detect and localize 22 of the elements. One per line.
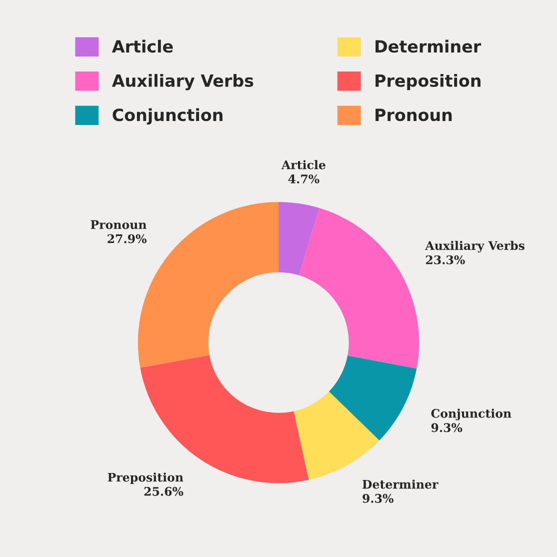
slice-label: Determiner: [362, 480, 438, 489]
legend-label: Article: [112, 40, 173, 53]
slice-label: Conjunction: [431, 408, 512, 420]
slice-label: Article: [281, 160, 326, 170]
slice-label: Pronoun: [90, 220, 147, 230]
data-label: 27.9%: [108, 234, 147, 244]
data-label: 25.6%: [144, 486, 184, 496]
legend-label: Determiner: [376, 40, 482, 53]
donut-slice: [294, 392, 380, 480]
donut-slice: [298, 208, 420, 369]
data-label: 4.7%: [288, 174, 320, 184]
legend-label: Auxiliary Verbs: [112, 74, 254, 90]
slice-label: Auxiliary Verbs: [425, 240, 525, 252]
slice-label: Preposition: [108, 472, 184, 484]
legend-label: Conjunction: [112, 108, 222, 125]
legend-label: Pronoun: [376, 108, 452, 122]
data-label: 9.3%: [431, 423, 462, 432]
legend-label: Preposition: [376, 74, 480, 90]
donut-slice: [278, 202, 320, 276]
data-label: 9.3%: [362, 494, 394, 503]
donut-slice: [328, 356, 417, 440]
data-label: 23.3%: [426, 255, 465, 264]
